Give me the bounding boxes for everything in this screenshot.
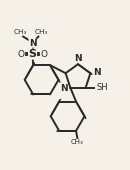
Text: N: N [60, 84, 68, 93]
Text: O: O [18, 50, 25, 59]
Text: N: N [74, 54, 82, 63]
Text: CH₃: CH₃ [71, 139, 84, 145]
Text: SH: SH [96, 83, 108, 92]
Text: N: N [29, 39, 36, 48]
Text: N: N [93, 68, 100, 77]
Text: S: S [28, 49, 37, 59]
Text: O: O [40, 50, 47, 59]
Text: CH₃: CH₃ [14, 29, 27, 35]
Text: CH₃: CH₃ [34, 29, 48, 35]
